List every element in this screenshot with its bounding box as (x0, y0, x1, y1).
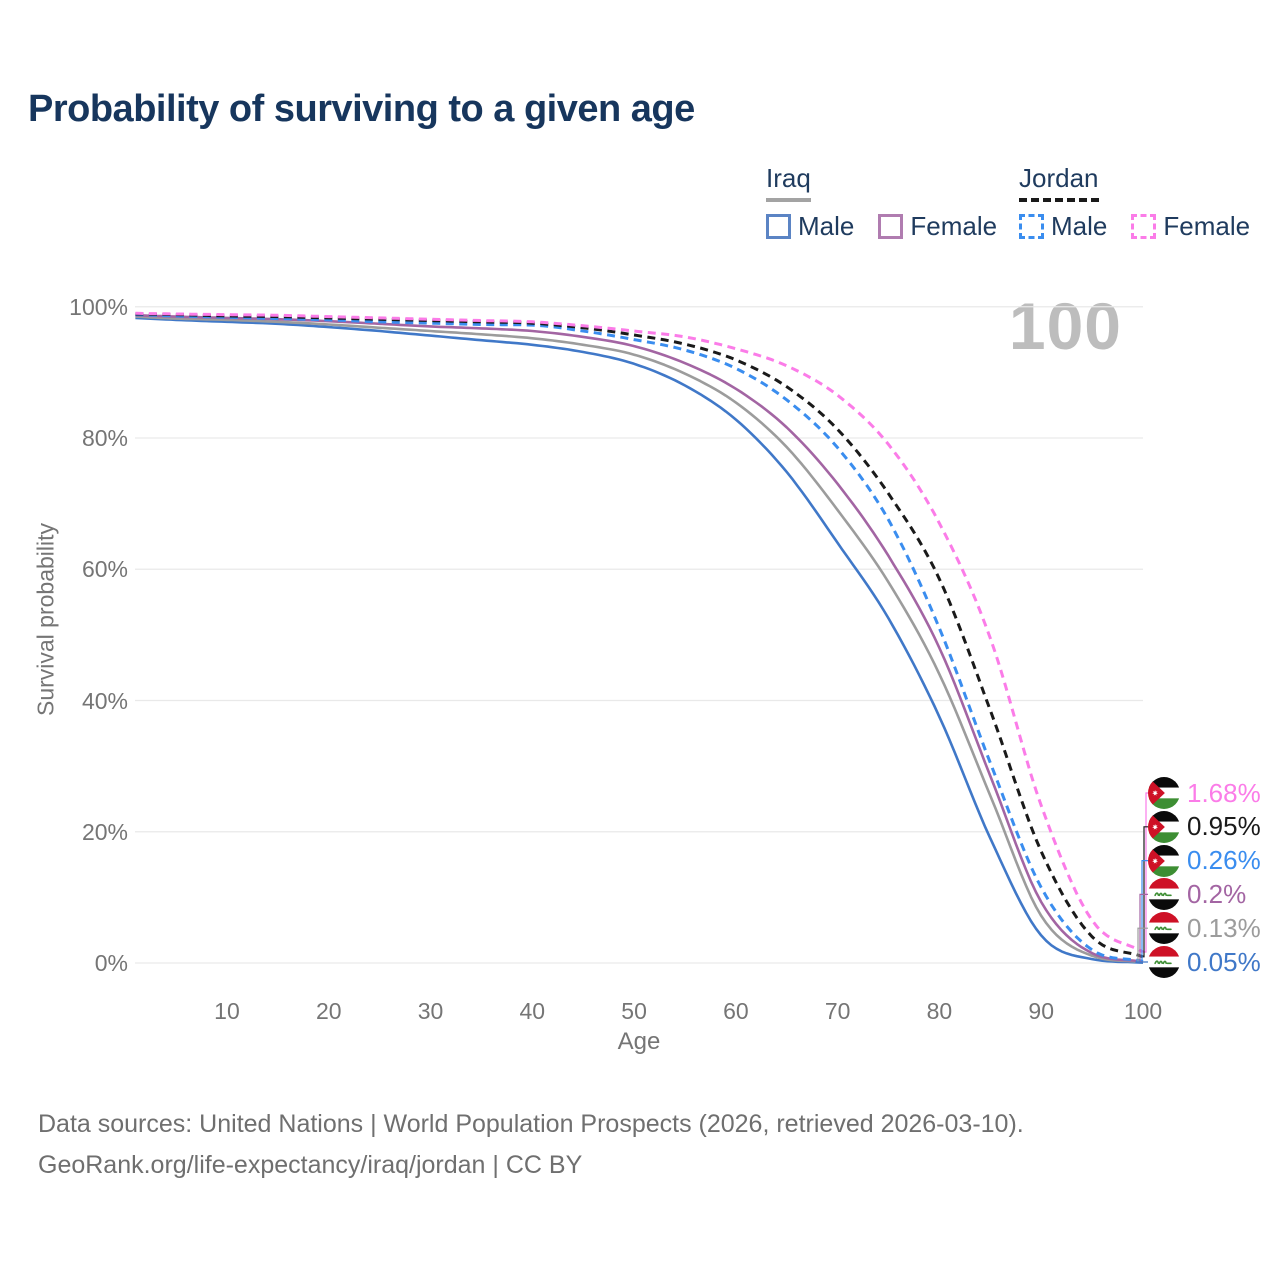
x-tick-30: 30 (417, 998, 444, 1024)
legend-label: Male (1051, 211, 1108, 241)
curve-jordan-male[interactable] (135, 313, 1144, 963)
legend-item-iraq-female[interactable]: Female (878, 211, 997, 242)
end-label-jordan-male: 0.26% (1148, 844, 1261, 878)
end-label-value: 0.13% (1187, 912, 1261, 943)
end-label-value: 0.26% (1187, 845, 1261, 876)
curve-iraq[interactable] (135, 315, 1144, 964)
iraq-flag-icon (1148, 912, 1180, 945)
y-axis-title: Survival probability (32, 522, 59, 717)
end-label-connector-jordan (1143, 826, 1148, 958)
end-label-iraq-female: 0.2% (1148, 877, 1246, 911)
curve-iraq-male[interactable] (135, 316, 1144, 964)
y-tick-80: 80% (81, 425, 128, 451)
end-label-value: 1.68% (1187, 777, 1261, 808)
end-label-jordan: 0.95% (1148, 810, 1261, 844)
x-tick-100: 100 (1123, 998, 1163, 1024)
end-label-value: 0.95% (1187, 811, 1261, 842)
end-label-value: 0.05% (1187, 946, 1261, 977)
legend-item-iraq-male[interactable]: Male (766, 211, 854, 242)
end-label-connector-iraq-male (1135, 961, 1148, 964)
curve-jordan[interactable] (135, 312, 1144, 959)
legend-label: Female (910, 211, 998, 241)
legend-label: Female (1163, 211, 1251, 241)
legend-label: Male (798, 211, 855, 241)
x-tick-50: 50 (621, 998, 647, 1024)
footer-attribution: GeoRank.org/life-expectancy/iraq/jordan … (38, 1151, 583, 1179)
footer-data-sources: Data sources: United Nations | World Pop… (38, 1110, 1024, 1138)
legend-item-jordan-male[interactable]: Male (1019, 211, 1107, 242)
legend-country-jordan: Jordan (1019, 163, 1099, 202)
y-tick-40: 40% (81, 687, 128, 714)
x-tick-20: 20 (315, 998, 342, 1024)
legend-item-jordan-female[interactable]: Female (1131, 211, 1250, 242)
end-label-jordan-female: 1.68% (1148, 776, 1261, 810)
x-tick-80: 80 (926, 998, 953, 1024)
end-label-value: 0.2% (1187, 878, 1247, 909)
footer: Data sources: United Nations | World Pop… (38, 1104, 1024, 1186)
iraq-flag-icon (1148, 878, 1180, 911)
legend-group-jordan: Jordan Male Female (1019, 163, 1274, 242)
jordan-flag-icon (1148, 844, 1180, 877)
x-tick-60: 60 (723, 998, 749, 1024)
iraq-flag-icon (1148, 946, 1180, 978)
legend-swatch-jordan-female (1131, 214, 1157, 239)
page-title: Probability of surviving to a given age (28, 88, 695, 130)
x-tick-40: 40 (519, 998, 546, 1024)
x-axis-title: Age (617, 1028, 661, 1055)
hovered-age-watermark: 100 (1008, 289, 1122, 363)
y-tick-100: 100% (69, 293, 128, 320)
x-tick-70: 70 (824, 998, 851, 1024)
legend-swatch-iraq-female (878, 214, 904, 239)
jordan-flag-icon (1148, 777, 1180, 809)
curve-jordan-female[interactable] (135, 311, 1144, 954)
legend-swatch-jordan-male (1019, 214, 1044, 239)
y-tick-20: 20% (81, 818, 128, 845)
x-tick-10: 10 (214, 998, 240, 1024)
x-tick-90: 90 (1028, 998, 1055, 1024)
legend-country-iraq: Iraq (766, 163, 811, 202)
y-tick-0: 0% (94, 950, 128, 976)
end-label-iraq: 0.13% (1148, 911, 1261, 945)
jordan-flag-icon (1148, 810, 1180, 843)
legend-swatch-iraq-male (766, 214, 791, 239)
y-tick-60: 60% (81, 556, 128, 583)
legend-group-iraq: Iraq Male Female (766, 163, 1021, 242)
end-label-iraq-male: 0.05% (1148, 945, 1261, 979)
